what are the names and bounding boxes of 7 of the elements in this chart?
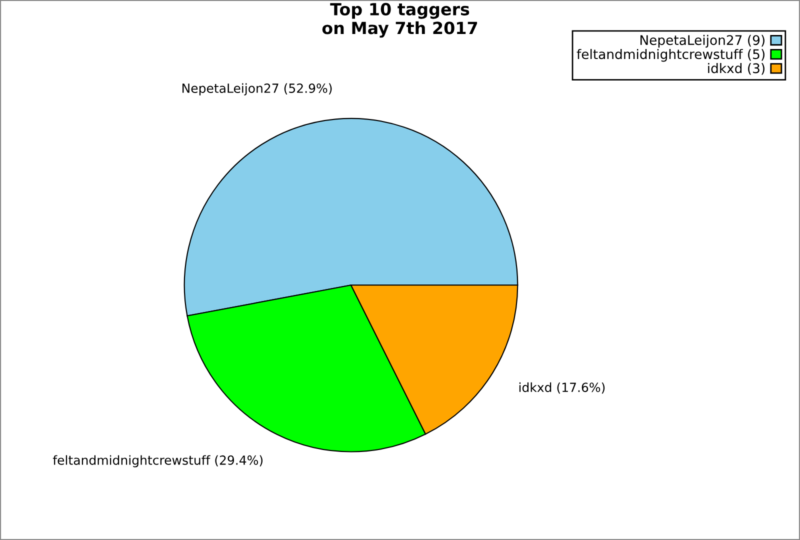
legend-label: idkxd (3): [708, 63, 764, 75]
data-label: feltandmidnightcrewstuff (29.4%): [52, 455, 263, 468]
data-label: NepetaLeijon27 (52.9%): [182, 83, 332, 96]
legend-label: NepetaLeijon27 (9): [640, 34, 764, 48]
chart-title: Top 10 taggers on May 7th 2017: [322, 2, 478, 38]
legend-label: feltandmidnightcrewstuff (5): [576, 48, 764, 62]
data-label: idkxd (17.6%): [519, 382, 605, 394]
